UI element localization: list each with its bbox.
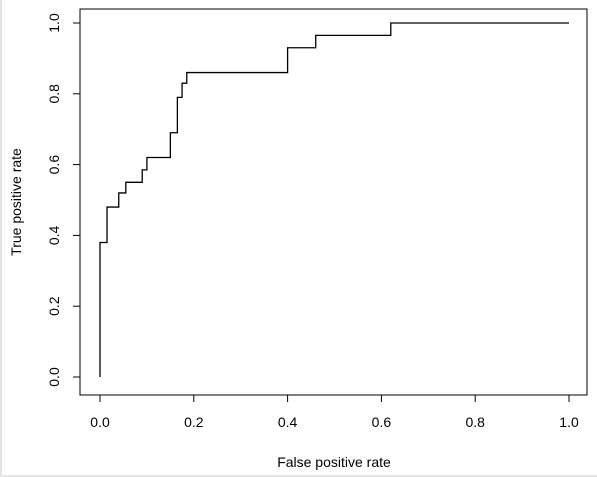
x-tick-label: 1.0 [559,414,579,430]
y-tick-label: 0.8 [46,84,62,104]
plot-box [79,8,588,396]
y-tick-label: 0.0 [46,367,62,387]
y-tick-label: 1.0 [46,13,62,33]
x-axis: 0.0 0.2 0.4 0.6 0.8 1.0 [90,394,579,430]
x-tick-label: 0.0 [90,414,110,430]
y-axis: 0.0 0.2 0.4 0.6 0.8 1.0 [46,13,81,387]
y-tick-label: 0.4 [46,225,62,245]
x-tick-label: 0.6 [372,414,392,430]
x-tick-label: 0.8 [465,414,485,430]
x-tick-label: 0.2 [184,414,204,430]
roc-curve-line [99,22,569,377]
x-axis-title: False positive rate [277,454,391,470]
y-axis-title: True positive rate [8,148,24,256]
y-tick-label: 0.6 [46,155,62,175]
y-tick-label: 0.2 [46,296,62,316]
x-tick-label: 0.4 [278,414,298,430]
